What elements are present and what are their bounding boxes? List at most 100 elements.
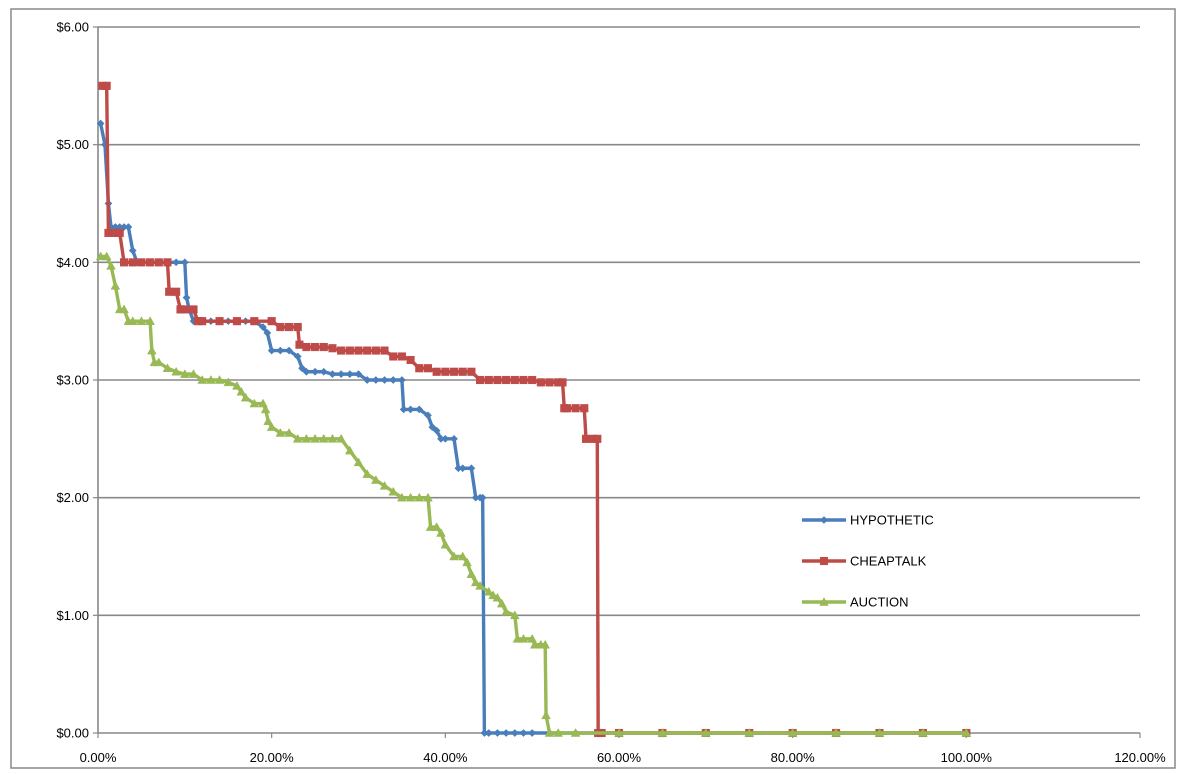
data-point-cheaptalk [519, 375, 528, 385]
data-point-auction [310, 433, 320, 443]
data-point-hypothetic [467, 464, 476, 473]
data-point-auction [162, 363, 173, 373]
data-point-hypothetic [276, 346, 285, 355]
data-point-hypothetic [399, 405, 408, 414]
data-point-auction [431, 522, 442, 531]
data-point-hypothetic [432, 426, 441, 435]
data-point-auction [961, 728, 972, 737]
data-point-cheaptalk [432, 367, 441, 376]
legend-label-auction: AUCTION [850, 595, 909, 610]
data-point-hypothetic [493, 729, 502, 737]
data-point-auction [512, 633, 523, 643]
data-point-hypothetic [428, 423, 437, 432]
data-point-hypothetic [484, 729, 493, 737]
gridlines [98, 26, 1140, 617]
data-point-cheaptalk [502, 375, 511, 385]
y-tick-label: $0.00 [56, 726, 89, 741]
data-point-auction [240, 392, 251, 402]
data-point-hypothetic [263, 328, 272, 337]
data-point-auction [918, 728, 928, 737]
data-point-cheaptalk [267, 317, 276, 326]
data-point-auction [475, 581, 485, 590]
legend-label-hypothetic: HYPOTHETIC [850, 513, 934, 528]
data-point-auction [214, 375, 225, 384]
x-tick-label: 80.00% [771, 750, 816, 765]
data-point-auction [153, 357, 164, 367]
data-point-auction [874, 728, 885, 737]
data-point-auction [744, 728, 755, 737]
data-point-cheaptalk [293, 323, 302, 332]
legend-marker-auction [819, 597, 829, 606]
legend: HYPOTHETIC CHEAPTALK AUCTION [802, 513, 934, 610]
data-point-hypothetic [298, 364, 307, 373]
data-point-cheaptalk [104, 228, 113, 237]
data-point-auction [518, 633, 529, 643]
legend-marker-cheaptalk [819, 556, 829, 566]
legend-item-auction: AUCTION [802, 595, 909, 610]
data-point-cheaptalk [250, 317, 259, 326]
data-point-auction [423, 492, 433, 502]
data-point-cheaptalk [423, 364, 433, 373]
data-point-cheaptalk [580, 404, 589, 413]
data-point-auction [263, 416, 274, 425]
data-point-auction [147, 345, 157, 355]
data-point-hypothetic [502, 729, 511, 737]
data-point-auction [301, 433, 312, 443]
data-point-cheaptalk [476, 375, 485, 385]
data-point-hypothetic [285, 346, 293, 355]
data-point-cheaptalk [528, 375, 537, 385]
data-point-hypothetic [458, 464, 467, 473]
data-point-auction [831, 728, 841, 737]
data-point-auction [353, 457, 364, 467]
data-point-auction [275, 428, 286, 437]
data-point-auction [260, 404, 271, 414]
x-tick-label: 40.00% [423, 750, 468, 765]
x-tick-label: 0.00% [80, 750, 117, 765]
data-point-auction [101, 251, 112, 261]
data-point-hypothetic [302, 367, 311, 376]
data-point-auction [496, 598, 507, 608]
data-point-cheaptalk [154, 258, 163, 267]
data-point-auction [492, 592, 503, 602]
data-point-cheaptalk [536, 378, 545, 387]
data-point-auction [527, 633, 537, 643]
data-point-auction [127, 316, 138, 325]
series-lines [95, 81, 972, 738]
data-point-auction [344, 445, 355, 455]
data-point-cheaptalk [545, 378, 554, 387]
data-point-auction [110, 280, 121, 290]
x-tick-label: 100.00% [941, 750, 993, 765]
data-point-auction [540, 639, 551, 649]
data-point-hypothetic [319, 367, 328, 376]
data-point-auction [501, 606, 511, 616]
data-point-hypothetic [519, 729, 528, 737]
data-point-cheaptalk [458, 367, 467, 376]
data-point-auction [362, 469, 373, 478]
data-point-auction [405, 492, 416, 502]
data-point-cheaptalk [284, 323, 294, 332]
data-point-auction [388, 486, 399, 496]
data-point-hypothetic [528, 729, 537, 737]
data-point-auction [336, 433, 346, 443]
data-point-auction [136, 316, 147, 325]
data-point-auction [327, 433, 338, 443]
data-point-auction [188, 369, 199, 378]
data-point-hypothetic [397, 376, 406, 384]
data-point-cheaptalk [558, 378, 567, 387]
data-point-cheaptalk [295, 340, 304, 349]
data-point-auction [284, 428, 294, 437]
data-point-auction [249, 398, 260, 408]
tick-labels: $0.00 $1.00 $2.00 $3.00 $4.00 $5.00 $6.00 0.00%… [56, 20, 1166, 766]
data-point-cheaptalk [319, 343, 328, 352]
data-point-cheaptalk [337, 346, 346, 355]
legend-marker-hypothetic [820, 516, 828, 524]
data-point-cheaptalk [120, 258, 129, 267]
data-point-hypothetic [293, 352, 302, 361]
data-point-hypothetic [406, 405, 415, 414]
data-point-hypothetic [380, 376, 389, 384]
data-point-auction [462, 557, 472, 567]
data-point-hypothetic [371, 376, 380, 384]
data-point-cheaptalk [137, 258, 146, 267]
data-point-auction [509, 610, 520, 620]
